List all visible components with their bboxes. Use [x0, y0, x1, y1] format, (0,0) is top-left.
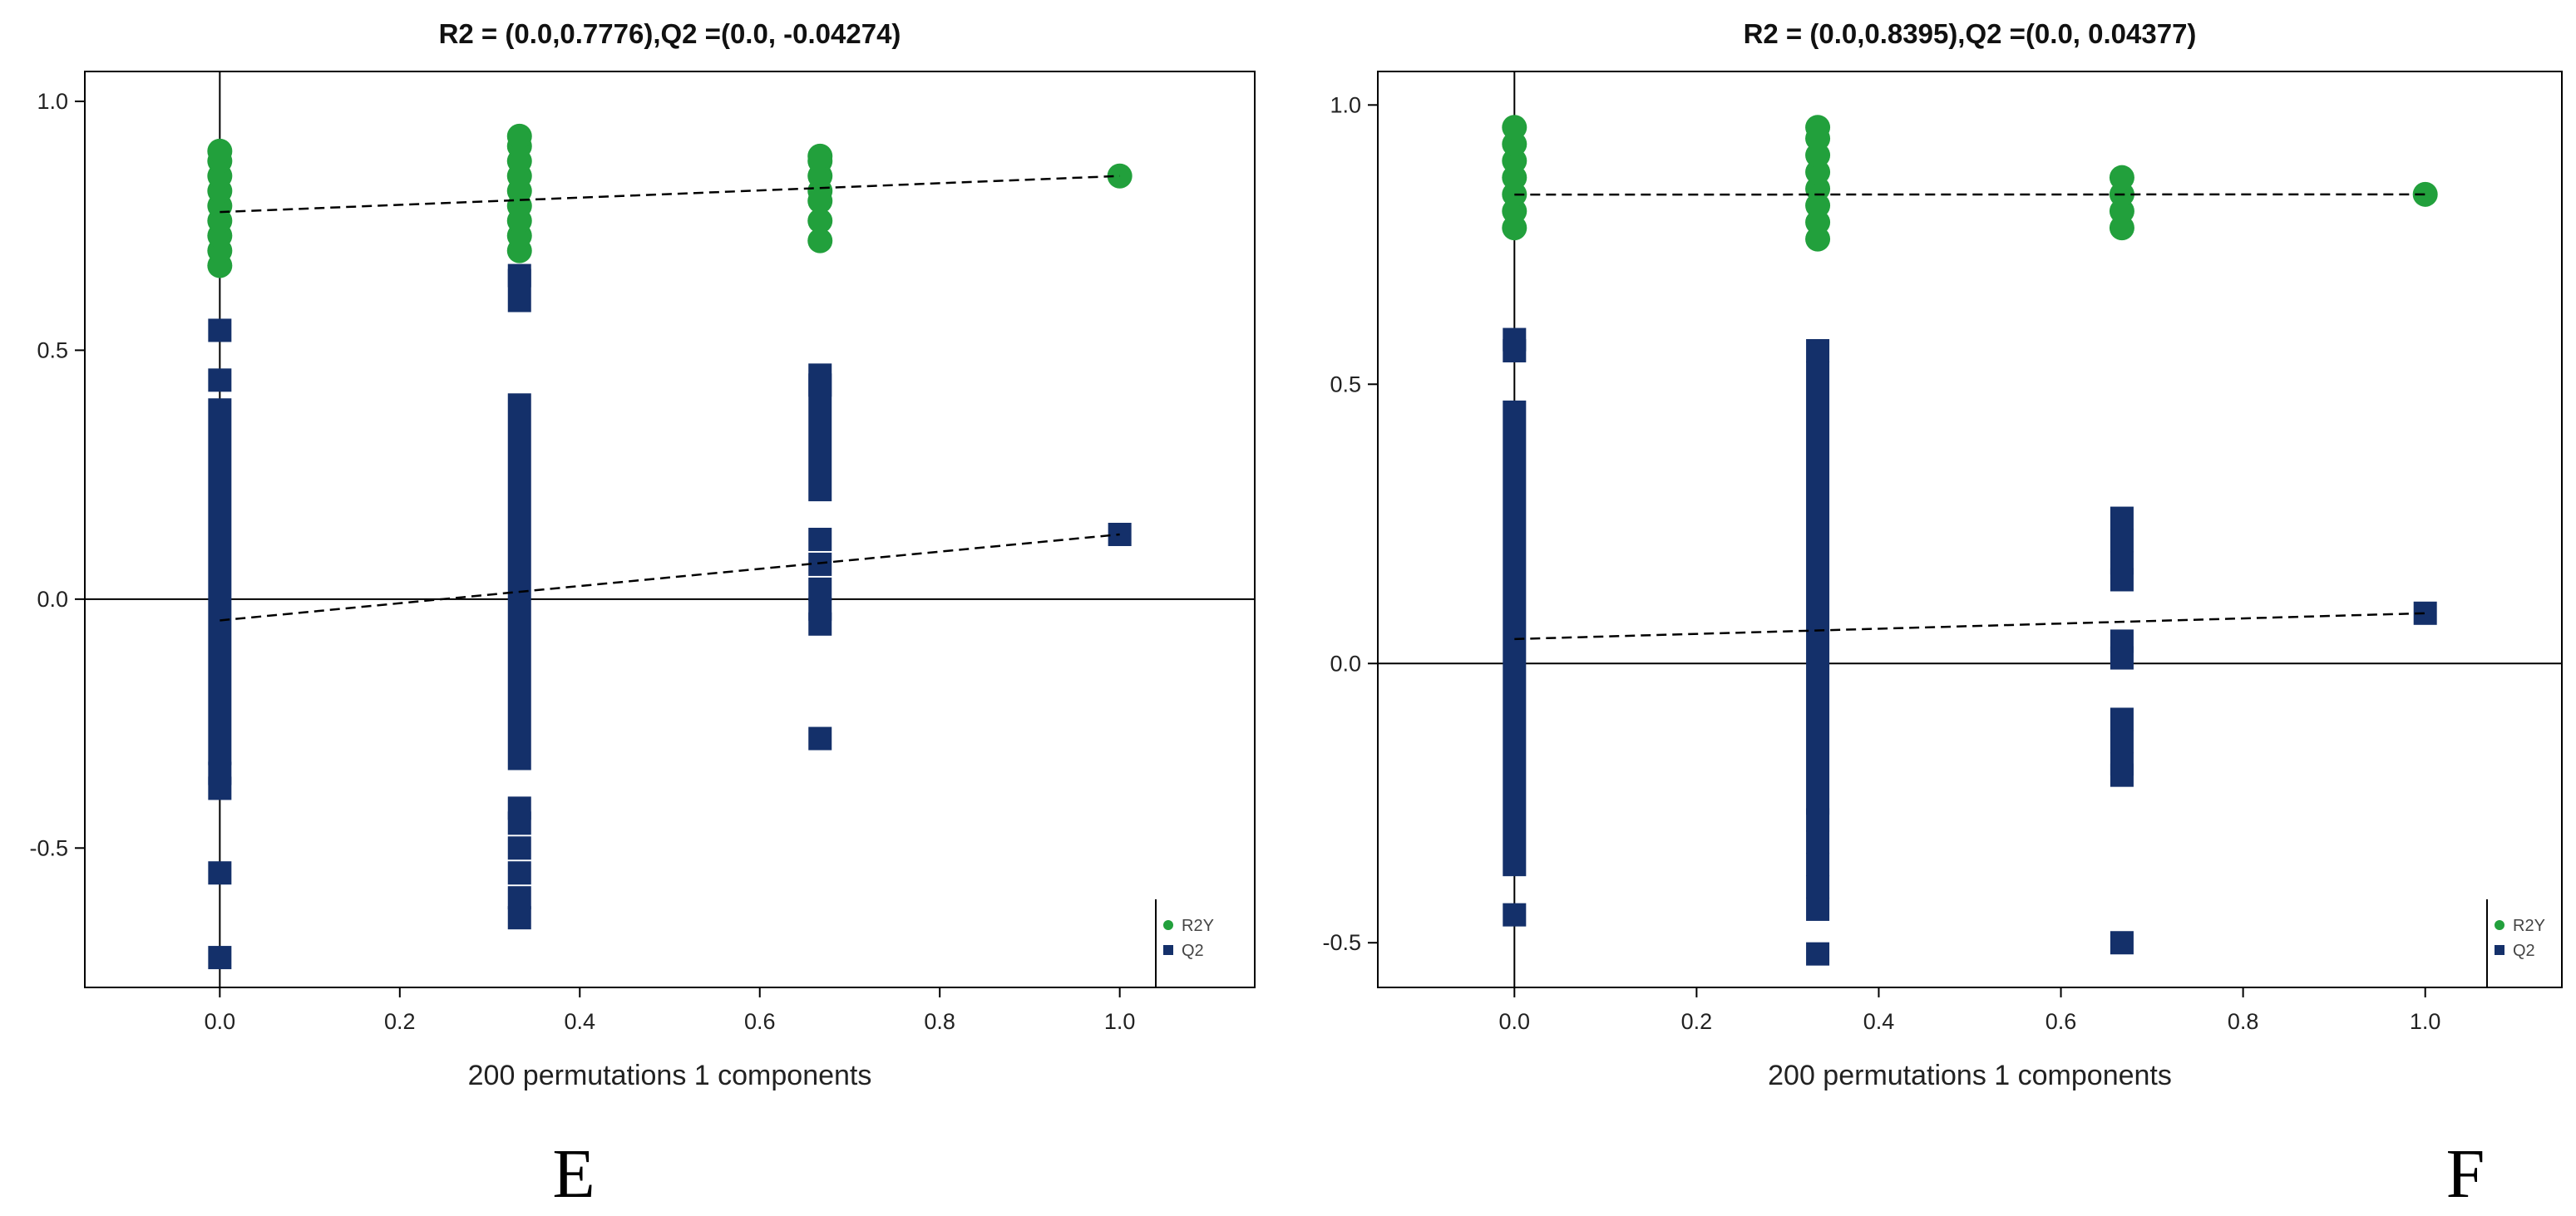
- legend-label: Q2: [2513, 942, 2535, 960]
- x-axis-label-e: 200 permutations 1 components: [468, 1060, 872, 1091]
- r2y-point: [1805, 115, 1831, 140]
- q2-point: [1806, 897, 1830, 921]
- x-tick-label: 0.4: [564, 1009, 595, 1034]
- q2-point: [808, 373, 832, 397]
- y-tick-label: 0.0: [37, 587, 68, 612]
- r2y-point: [207, 138, 233, 164]
- x-tick-label: 0.6: [2046, 1009, 2077, 1034]
- q2-point: [2110, 707, 2134, 731]
- q2-point: [1503, 903, 1527, 927]
- series-r2y-e: [207, 123, 1133, 278]
- y-tick-label: -0.5: [29, 835, 68, 860]
- regression-line-q2: [1514, 612, 2425, 641]
- q2-point: [208, 946, 232, 970]
- regression-line-r2y: [220, 175, 1120, 214]
- y-tick-label: 0.5: [1330, 372, 1361, 396]
- x-tick-label: 0.2: [1681, 1009, 1713, 1034]
- series-r2y-f: [1502, 115, 2438, 252]
- q2-point: [2110, 506, 2134, 530]
- q2-point: [1503, 338, 1527, 362]
- q2-point: [808, 552, 832, 576]
- q2-point: [208, 761, 232, 785]
- x-tick-label: 0.2: [384, 1009, 416, 1034]
- q2-point: [2110, 931, 2134, 955]
- q2-point: [208, 368, 232, 392]
- y-tick-label: 1.0: [37, 89, 68, 114]
- q2-point: [808, 577, 832, 601]
- q2-point: [1806, 338, 1830, 362]
- q2-point: [1806, 808, 1830, 832]
- x-tick-label: 1.0: [1104, 1009, 1136, 1034]
- q2-point: [808, 527, 832, 551]
- q2-point: [1806, 830, 1830, 854]
- legend-label: R2Y: [2513, 917, 2545, 935]
- q2-point: [2110, 568, 2134, 592]
- r2y-point: [807, 228, 833, 254]
- permutation-chart-e: R2 = (0.0,0.7776),Q2 =(0.0, -0.04274) -0.…: [29, 18, 1256, 1213]
- q2-point: [1806, 875, 1830, 899]
- plot-frame-e: [84, 71, 1256, 988]
- legend-circle-icon: [1163, 920, 1173, 930]
- q2-point: [1806, 942, 1830, 966]
- legend-square-icon: [1163, 945, 1173, 955]
- y-tick-label: -0.5: [1322, 930, 1361, 955]
- r2y-point: [2109, 165, 2134, 190]
- x-tick-label: 1.0: [2410, 1009, 2441, 1034]
- q2-point: [507, 906, 531, 930]
- plot-frame-f: [1377, 71, 2563, 988]
- y-tick-label: 0.5: [37, 337, 68, 362]
- x-tick-label: 0.6: [744, 1009, 776, 1034]
- q2-point: [208, 861, 232, 885]
- q2-point: [1806, 853, 1830, 877]
- chart-panel-f: R2 = (0.0,0.8395),Q2 =(0.0, 0.04377) -0.5…: [1288, 0, 2576, 1216]
- q2-point-column: [1806, 361, 1830, 815]
- q2-point: [2110, 646, 2134, 670]
- r2y-point: [807, 143, 833, 169]
- legend-circle-icon: [2495, 920, 2504, 930]
- y-tick-label: 1.0: [1330, 92, 1361, 117]
- chart-panel-e: R2 = (0.0,0.7776),Q2 =(0.0, -0.04274) -0.…: [29, 18, 1256, 1213]
- regression-line-q2: [220, 533, 1120, 622]
- q2-point: [2110, 763, 2134, 787]
- legend-square-icon: [2495, 945, 2504, 955]
- x-tick-label: 0.8: [2228, 1009, 2259, 1034]
- series-q2-f: [1503, 327, 2437, 966]
- q2-point: [2110, 730, 2134, 754]
- q2-point: [208, 318, 232, 342]
- x-tick-label: 0.0: [205, 1009, 236, 1034]
- q2-point: [507, 811, 531, 835]
- q2-point: [808, 726, 832, 751]
- q2-point: [507, 886, 531, 910]
- q2-point: [507, 861, 531, 885]
- q2-point: [808, 612, 832, 636]
- r2y-point: [2412, 181, 2438, 207]
- q2-point: [507, 263, 531, 288]
- series-q2-e: [208, 263, 1132, 970]
- chart-title-e: R2 = (0.0,0.7776),Q2 =(0.0, -0.04274): [439, 18, 901, 49]
- y-tick-label: 0.0: [1330, 651, 1361, 676]
- legend-label: R2Y: [1182, 917, 1214, 935]
- r2y-point: [807, 208, 833, 234]
- q2-point: [2110, 529, 2134, 553]
- chart-title-f: R2 = (0.0,0.8395),Q2 =(0.0, 0.04377): [1744, 18, 2197, 49]
- panel-label-e: E: [552, 1135, 595, 1213]
- x-axis-label-f: 200 permutations 1 components: [1768, 1060, 2172, 1091]
- permutation-chart-f: R2 = (0.0,0.8395),Q2 =(0.0, 0.04377) -0.5…: [1322, 18, 2563, 1213]
- legend-label: Q2: [1182, 942, 1204, 960]
- q2-point: [507, 836, 531, 860]
- q2-point-column: [507, 393, 531, 770]
- panel-label-f: F: [2446, 1135, 2485, 1213]
- q2-point-column: [208, 398, 232, 766]
- x-tick-label: 0.0: [1499, 1009, 1531, 1034]
- x-tick-label: 0.4: [1863, 1009, 1895, 1034]
- r2y-point: [506, 123, 532, 149]
- x-tick-label: 0.8: [924, 1009, 955, 1034]
- r2y-point: [1502, 115, 1527, 140]
